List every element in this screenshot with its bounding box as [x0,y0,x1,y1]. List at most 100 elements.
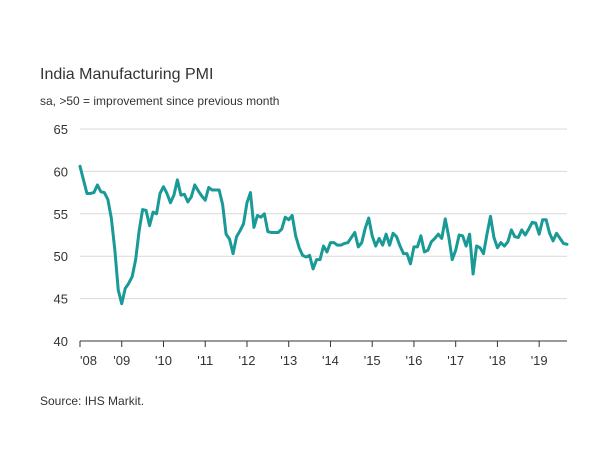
pmi-data-point [287,218,290,221]
pmi-data-point [207,186,210,189]
pmi-data-point [517,236,520,239]
y-tick-label: 45 [54,292,68,307]
pmi-data-point [423,250,426,254]
pmi-data-point [141,208,144,211]
pmi-data-point [176,178,179,182]
pmi-data-point [388,243,391,247]
pmi-data-point [96,183,99,187]
pmi-data-point [294,234,297,238]
pmi-data-point [447,235,450,238]
pmi-data-point [541,218,544,221]
x-tick-label: '09 [113,353,130,368]
x-tick-label: '13 [280,353,297,368]
pmi-data-point [214,188,217,192]
pmi-data-point [235,235,238,238]
pmi-data-point [496,246,499,249]
y-tick-label: 60 [54,164,68,179]
pmi-data-point [329,241,332,244]
pmi-data-point [148,224,151,227]
pmi-data-point [339,243,343,247]
pmi-data-point [503,244,506,248]
pmi-data-point [228,238,231,241]
pmi-data-point [290,214,294,217]
pmi-data-point [78,165,82,168]
x-tick-label: '18 [489,353,506,368]
pmi-data-point [315,258,318,261]
y-tick-label: 65 [54,122,68,137]
x-tick-label: '08 [80,353,97,368]
x-tick-label: '11 [197,353,213,368]
x-tick-label: '12 [238,353,255,368]
pmi-data-point [468,232,471,236]
pmi-data-point [527,227,530,231]
pmi-data-point [464,244,468,248]
pmi-data-point [485,232,489,236]
pmi-data-point [367,216,370,220]
pmi-data-point [322,244,325,248]
pmi-data-point [259,215,263,219]
pmi-data-point [151,210,155,214]
pmi-data-point [179,193,183,197]
pmi-data-point [165,192,169,195]
pmi-data-point [103,191,106,194]
pmi-data-point [89,192,92,195]
chart-subtitle: sa, >50 = improvement since previous mon… [40,94,280,108]
pmi-data-point [110,216,113,220]
pmi-data-point [451,258,454,261]
series-layer [78,164,569,306]
pmi-data-point [350,236,353,239]
pmi-data-point [183,193,186,196]
pmi-data-point [405,252,409,255]
pmi-data-point [433,237,437,240]
pmi-data-point [381,243,384,247]
pmi-data-point [332,241,336,244]
pmi-data-point [416,245,419,249]
pmi-data-point [127,282,130,285]
pmi-data-point [252,226,256,229]
chart-title: India Manufacturing PMI [40,66,214,83]
pmi-data-point [134,258,137,261]
x-tick-label: '15 [364,353,381,368]
pmi-data-point [409,262,412,266]
pmi-data-point [430,240,433,243]
pmi-data-point [544,218,548,221]
pmi-data-point [308,254,311,257]
pmi-data-point [357,245,360,249]
pmi-data-point [221,203,224,206]
pmi-data-point [172,193,176,197]
pmi-data-point [478,246,482,249]
pmi-data-point [343,242,346,245]
pmi-data-point [120,302,123,305]
pmi-data-point [325,250,329,254]
y-tick-label: 55 [54,207,68,222]
pmi-data-point [204,199,207,202]
x-tick-label: '14 [322,353,339,368]
pmi-data-point [558,237,562,240]
pmi-data-point [144,209,148,212]
pmi-data-point [238,229,242,232]
pmi-data-point [471,272,475,276]
pmi-data-point [193,183,196,187]
pmi-data-point [249,191,252,194]
pmi-data-point [190,195,193,199]
x-tick-label: '17 [447,353,464,368]
x-tick-label: '19 [531,353,548,368]
pmi-data-point [391,232,395,235]
pmi-data-point [402,252,405,255]
pmi-data-point [137,229,141,232]
pmi-data-point [113,248,116,251]
pmi-data-point [336,243,339,247]
pmi-data-point [85,192,89,195]
pmi-data-point [398,244,402,248]
pmi-data-point [426,249,430,252]
pmi-data-point [263,212,266,215]
pmi-data-point [92,191,96,194]
x-tick-label: '16 [405,353,422,368]
pmi-data-point [364,227,367,230]
pmi-data-point [318,258,322,261]
pmi-data-point [437,232,440,236]
pmi-data-point [412,245,416,249]
pmi-data-point [158,192,162,195]
pmi-data-point [266,230,270,233]
pmi-data-point [454,249,457,252]
